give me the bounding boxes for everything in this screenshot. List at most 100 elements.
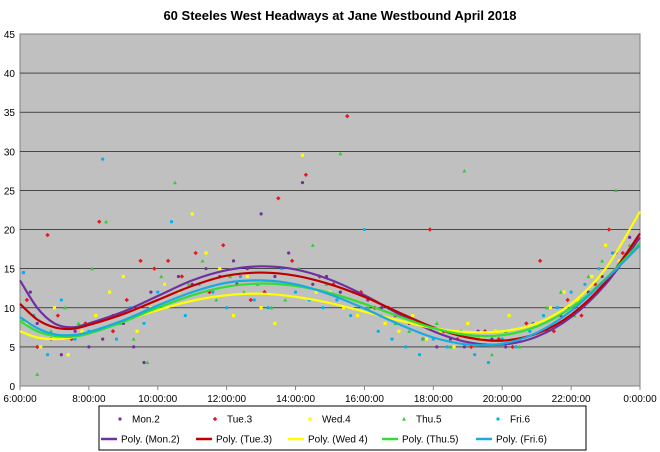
data-point-5: [225, 306, 229, 310]
data-point-1: [504, 345, 508, 349]
data-point-2: [35, 344, 40, 350]
data-point-1: [35, 321, 39, 326]
data-point-5: [445, 345, 449, 349]
data-point-3: [507, 314, 511, 318]
data-point-1: [462, 345, 466, 349]
data-point-3: [94, 314, 98, 318]
data-point-1: [204, 267, 208, 271]
data-point-4: [434, 321, 439, 326]
data-point-4: [173, 180, 177, 185]
data-point-3: [452, 345, 456, 349]
data-point-4: [269, 305, 274, 310]
data-point-5: [514, 345, 518, 349]
data-point-2: [248, 297, 253, 303]
y-tick-label: 10: [4, 304, 16, 315]
data-point-2: [221, 243, 226, 248]
data-point-5: [238, 274, 243, 279]
data-point-2: [97, 219, 102, 224]
data-point-4: [145, 360, 150, 365]
data-point-1: [628, 235, 632, 239]
data-point-5: [541, 314, 546, 318]
data-point-5: [59, 298, 63, 302]
data-point-2: [510, 344, 515, 350]
data-point-3: [383, 321, 387, 326]
x-axis: 6:00:00 8:00:00 10:00:00 12:00:00 14:00:00 16…: [3, 386, 657, 405]
data-point-2: [620, 250, 625, 256]
data-point-4: [131, 337, 136, 341]
data-point-1: [273, 274, 277, 279]
data-point-5: [252, 298, 256, 302]
data-point-3: [411, 314, 415, 318]
data-point-1: [231, 259, 236, 263]
legend-entry-4: Thu.5: [416, 415, 442, 426]
data-point-4: [200, 258, 205, 263]
data-point-1: [435, 345, 439, 349]
y-axis: 0 5 10 15 20 25 30 35 40 45: [4, 30, 16, 393]
data-point-1: [73, 329, 77, 333]
y-tick-label: 5: [9, 343, 15, 354]
data-point-3: [603, 243, 608, 247]
data-point-2: [110, 329, 116, 334]
data-point-4: [600, 258, 605, 263]
data-point-1: [28, 290, 32, 294]
data-point-3: [39, 345, 43, 349]
legend-marker-3: [308, 417, 312, 421]
data-point-3: [163, 282, 167, 286]
data-point-4: [310, 243, 315, 247]
data-point-3: [218, 267, 222, 271]
data-point-2: [524, 321, 529, 326]
data-point-4: [545, 305, 549, 310]
data-point-3: [576, 298, 580, 302]
data-point-5: [417, 353, 422, 357]
data-point-3: [342, 306, 346, 310]
y-tick-label: 25: [4, 186, 16, 197]
data-point-2: [345, 113, 350, 119]
data-point-2: [193, 250, 198, 256]
data-point-2: [593, 282, 598, 287]
legend-entry-2: Tue.3: [227, 415, 253, 426]
data-point-2: [565, 297, 570, 303]
data-point-4: [35, 372, 40, 376]
data-point-3: [259, 306, 263, 310]
data-point-1: [259, 212, 263, 216]
x-tick-label: 0:00:00: [623, 394, 657, 405]
trend-line-5: [19, 244, 641, 347]
data-point-5: [211, 290, 215, 294]
data-point-1: [132, 345, 136, 349]
data-point-5: [266, 306, 270, 310]
data-point-2: [152, 266, 157, 271]
x-tick-label: 20:00:00: [483, 394, 522, 405]
legend-box: [98, 405, 587, 451]
data-point-2: [124, 297, 129, 303]
data-point-5: [404, 345, 408, 349]
data-point-2: [427, 227, 433, 232]
legend-entry-1: Mon.2: [132, 415, 160, 426]
data-point-5: [473, 353, 477, 357]
legend-entry-5: Fri.6: [510, 415, 530, 426]
data-point-2: [179, 274, 185, 279]
data-point-3: [204, 251, 208, 255]
data-point-4: [517, 344, 522, 349]
legend-trend-entry-3: Poly. (Wed 4): [308, 435, 368, 446]
data-point-4: [586, 274, 591, 279]
data-point-2: [537, 258, 543, 264]
data-point-1: [311, 282, 315, 286]
data-point-4: [338, 151, 343, 156]
data-point-5: [293, 290, 298, 294]
trend-line-4: [19, 242, 641, 338]
data-point-1: [300, 181, 305, 185]
data-point-4: [613, 188, 618, 193]
data-point-5: [349, 314, 353, 318]
data-point-1: [338, 290, 342, 294]
data-point-2: [551, 329, 557, 334]
data-point-5: [390, 337, 394, 341]
data-point-5: [21, 270, 26, 275]
data-point-1: [87, 345, 91, 349]
data-point-5: [583, 282, 587, 286]
x-tick-label: 16:00:00: [345, 394, 384, 405]
legend-marker-5: [496, 417, 500, 421]
data-point-5: [114, 337, 119, 341]
data-point-5: [183, 314, 187, 318]
x-tick-label: 14:00:00: [276, 394, 315, 405]
data-point-3: [300, 153, 305, 157]
